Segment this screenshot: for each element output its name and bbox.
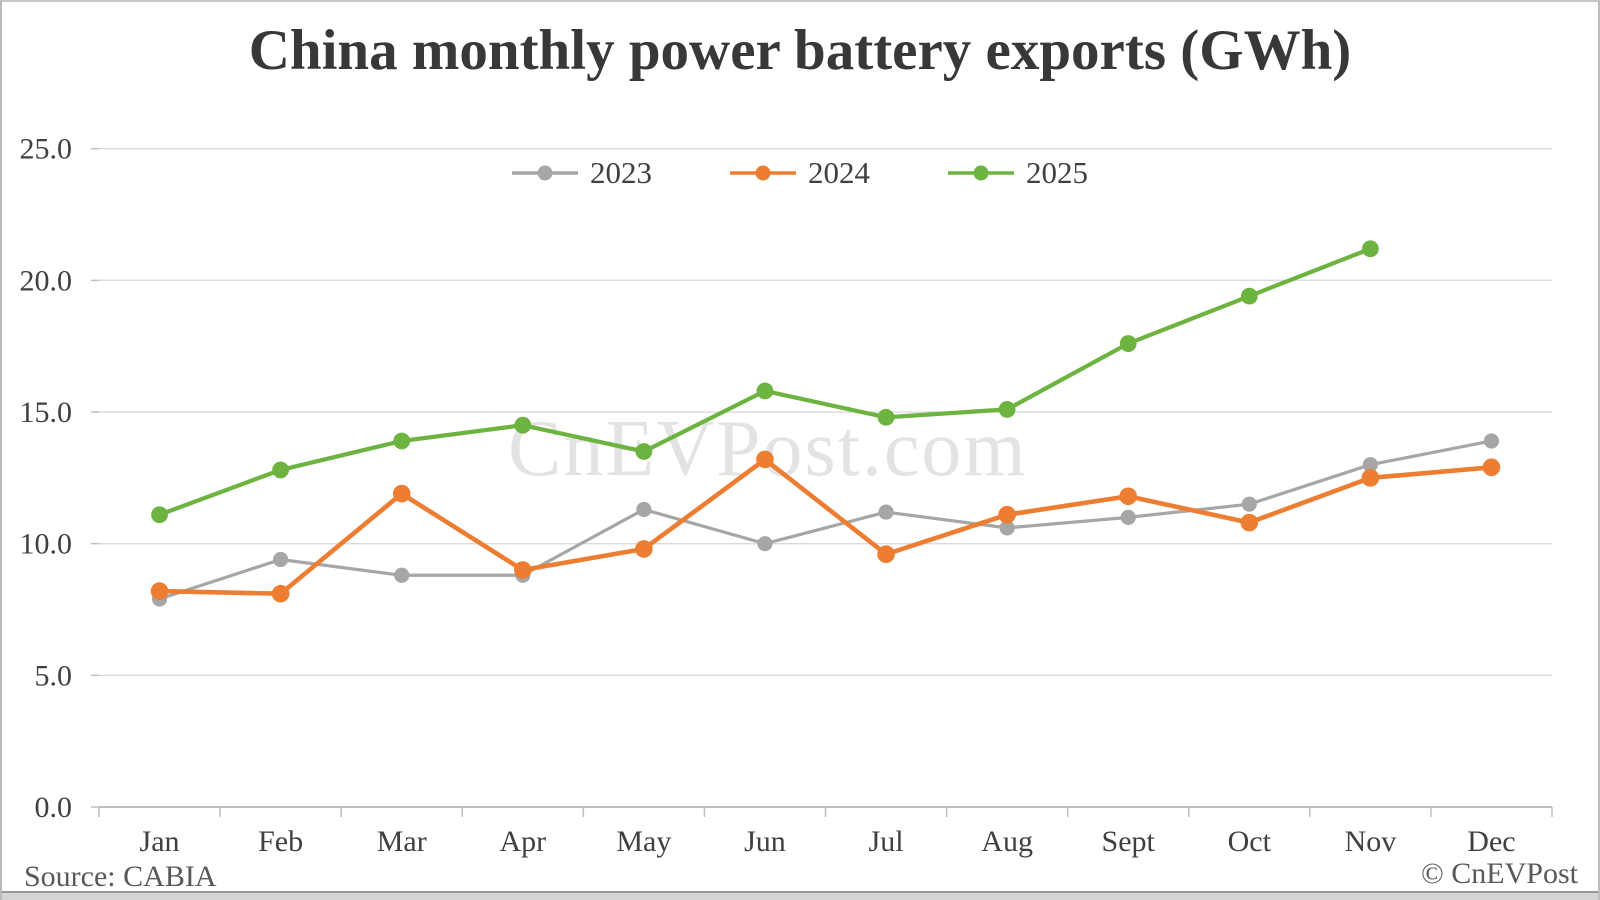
data-point-2025	[272, 461, 290, 479]
legend-label: 2024	[808, 155, 870, 190]
x-axis-label: Mar	[377, 825, 427, 858]
data-point-2024	[1119, 487, 1138, 506]
data-point-2025	[514, 416, 532, 434]
data-point-2025	[393, 432, 411, 450]
series-line-2024	[157, 457, 1494, 597]
data-point-2023	[394, 567, 410, 583]
data-point-2023	[1120, 509, 1136, 525]
data-point-2025	[756, 382, 774, 400]
x-axis-label: Jul	[869, 825, 904, 858]
data-point-2025	[1119, 335, 1137, 352]
series-2025	[151, 240, 1379, 524]
x-axis-label: Nov	[1345, 825, 1397, 858]
series-line-2023	[157, 439, 1494, 601]
legend-line-marker-icon	[730, 165, 796, 181]
series-2023	[151, 433, 1500, 607]
data-point-2023	[999, 520, 1015, 536]
data-point-2023	[878, 504, 894, 520]
legend-item-2024: 2024	[730, 155, 870, 191]
data-point-2024	[513, 561, 532, 579]
x-axis: Jan Feb Mar Apr May Jun Jul Aug Sept Oct Nov Dec	[98, 807, 1553, 858]
data-point-2023	[1362, 457, 1378, 473]
x-axis-label: Sept	[1102, 825, 1156, 858]
x-axis-label: Feb	[258, 825, 303, 858]
data-point-2025	[877, 408, 895, 426]
data-point-2025	[1240, 287, 1258, 305]
x-axis-label: Jan	[140, 825, 180, 858]
data-point-2025	[998, 400, 1016, 418]
data-point-2024	[271, 584, 290, 603]
x-axis-label: Jun	[744, 825, 786, 858]
data-point-2024	[877, 545, 895, 564]
y-axis-label: 15.0	[20, 396, 73, 429]
x-axis-label: Dec	[1467, 825, 1515, 858]
y-axis-label: 25.0	[20, 133, 73, 166]
y-axis-label: 5.0	[35, 659, 73, 692]
legend-item-2023: 2023	[512, 155, 652, 191]
x-axis-label: Aug	[981, 825, 1033, 858]
x-axis-label: May	[616, 825, 671, 858]
copyright-label: © CnEVPost	[1421, 857, 1578, 890]
data-point-2024	[635, 540, 653, 558]
series-2024	[150, 450, 1501, 603]
y-axis-label: 20.0	[20, 264, 73, 297]
watermark: CnEVPost.com	[508, 405, 1028, 493]
data-point-2024	[150, 582, 169, 600]
data-point-2025	[151, 506, 168, 524]
source-label: Source: CABIA	[24, 860, 217, 893]
data-point-2024	[392, 484, 411, 503]
data-point-2023	[1483, 433, 1500, 449]
x-axis-label: Apr	[499, 825, 546, 858]
data-point-2024	[998, 505, 1016, 524]
data-point-2024	[1482, 458, 1501, 477]
legend-label: 2025	[1026, 155, 1088, 190]
y-axis-label: 10.0	[20, 528, 73, 561]
data-point-2023	[273, 551, 289, 568]
y-axis-label: 0.0	[35, 791, 73, 824]
legend-line-marker-icon	[512, 165, 578, 181]
data-point-2023	[1241, 496, 1257, 512]
data-point-2023	[757, 536, 773, 552]
data-point-2024	[1240, 513, 1259, 532]
legend-label: 2023	[590, 155, 652, 190]
data-point-2025	[635, 443, 653, 460]
data-point-2023	[636, 501, 652, 518]
data-point-2024	[756, 450, 774, 469]
data-point-2024	[1361, 469, 1380, 487]
series-line-2025	[157, 246, 1373, 517]
data-point-2025	[1361, 240, 1379, 258]
bottom-edge-strip	[2, 891, 1598, 900]
legend-item-2025: 2025	[948, 155, 1088, 191]
x-axis-label: Oct	[1228, 825, 1272, 858]
legend-line-marker-icon	[948, 165, 1014, 181]
legend: 2023 2024 2025	[2, 155, 1598, 191]
chart-title: China monthly power battery exports (GWh…	[248, 19, 1352, 82]
